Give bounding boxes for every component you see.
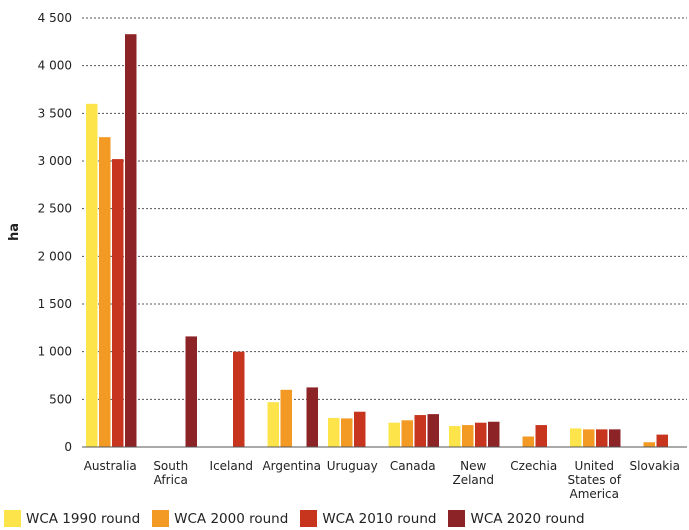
legend-label: WCA 1990 round	[26, 510, 141, 527]
legend-swatch	[152, 510, 170, 527]
bar	[427, 414, 439, 447]
legend-label: WCA 2000 round	[174, 510, 289, 527]
bar	[449, 426, 461, 447]
bar	[596, 429, 608, 447]
bar	[583, 429, 595, 447]
y-tick-label: 1 000	[38, 345, 72, 359]
bar	[354, 411, 366, 447]
bar	[475, 422, 487, 447]
bar	[388, 422, 400, 447]
x-category-label: United States of America	[568, 459, 622, 501]
bar	[522, 436, 534, 447]
legend-item: WCA 1990 round	[4, 510, 140, 527]
bar	[328, 417, 340, 447]
x-category-label: New Zeland	[452, 459, 494, 487]
x-axis-categories: Australia South Africa Iceland Argentina Urug…	[84, 459, 680, 501]
bar	[233, 351, 245, 447]
legend-item: WCA 2020 round	[448, 510, 585, 527]
y-tick-label: 4 000	[38, 59, 72, 73]
bar	[306, 387, 318, 447]
gridlines	[82, 17, 687, 400]
x-category-label: Czechia	[510, 459, 557, 473]
x-category-label: Argentina	[262, 459, 321, 473]
x-category-label: Canada	[390, 459, 436, 473]
y-tick-label: 500	[49, 392, 72, 406]
legend-swatch	[4, 510, 21, 527]
bar	[267, 402, 279, 447]
bar	[185, 336, 197, 447]
bar	[125, 34, 137, 447]
y-tick-label: 0	[64, 440, 72, 454]
bar	[609, 429, 621, 447]
bars	[86, 34, 668, 448]
legend-swatch	[300, 510, 318, 527]
bar	[86, 103, 98, 448]
bar	[280, 389, 292, 447]
y-tick-label: 4 500	[38, 11, 72, 25]
bar-chart: 0 500 1 000 1 500 2 000 2 500 3 000 3 500 4 000 4…	[7, 11, 687, 501]
x-category-label: Slovakia	[630, 459, 680, 473]
y-axis-ticks: 0 500 1 000 1 500 2 000 2 500 3 000 3 500 4 000 4…	[38, 11, 72, 454]
bar	[643, 442, 655, 447]
y-tick-label: 2 500	[38, 202, 72, 216]
bar	[112, 159, 124, 448]
x-category-label: Uruguay	[327, 459, 378, 473]
y-tick-label: 2 000	[38, 249, 72, 263]
x-category-label: South Africa	[153, 459, 188, 487]
legend-item: WCA 2000 round	[152, 510, 288, 527]
legend-label: WCA 2020 round	[470, 510, 585, 527]
legend-swatch	[448, 510, 466, 527]
bar	[401, 420, 413, 447]
bar	[535, 425, 547, 447]
bar	[656, 434, 668, 447]
bar	[570, 428, 582, 447]
legend-label: WCA 2010 round	[322, 510, 437, 527]
legend: WCA 1990 round WCA 2000 round WCA 2010 rou…	[4, 510, 585, 527]
x-category-label: Iceland	[210, 459, 253, 473]
legend-item: WCA 2010 round	[300, 510, 436, 527]
y-tick-label: 1 500	[38, 297, 72, 311]
y-tick-label: 3 500	[38, 106, 72, 120]
bar	[488, 421, 500, 447]
bar	[341, 418, 353, 447]
x-category-label: Australia	[84, 459, 137, 473]
bar	[99, 137, 111, 447]
y-axis-title: ha	[7, 223, 22, 241]
y-tick-label: 3 000	[38, 154, 72, 168]
bar	[414, 415, 426, 447]
bar	[462, 425, 474, 447]
